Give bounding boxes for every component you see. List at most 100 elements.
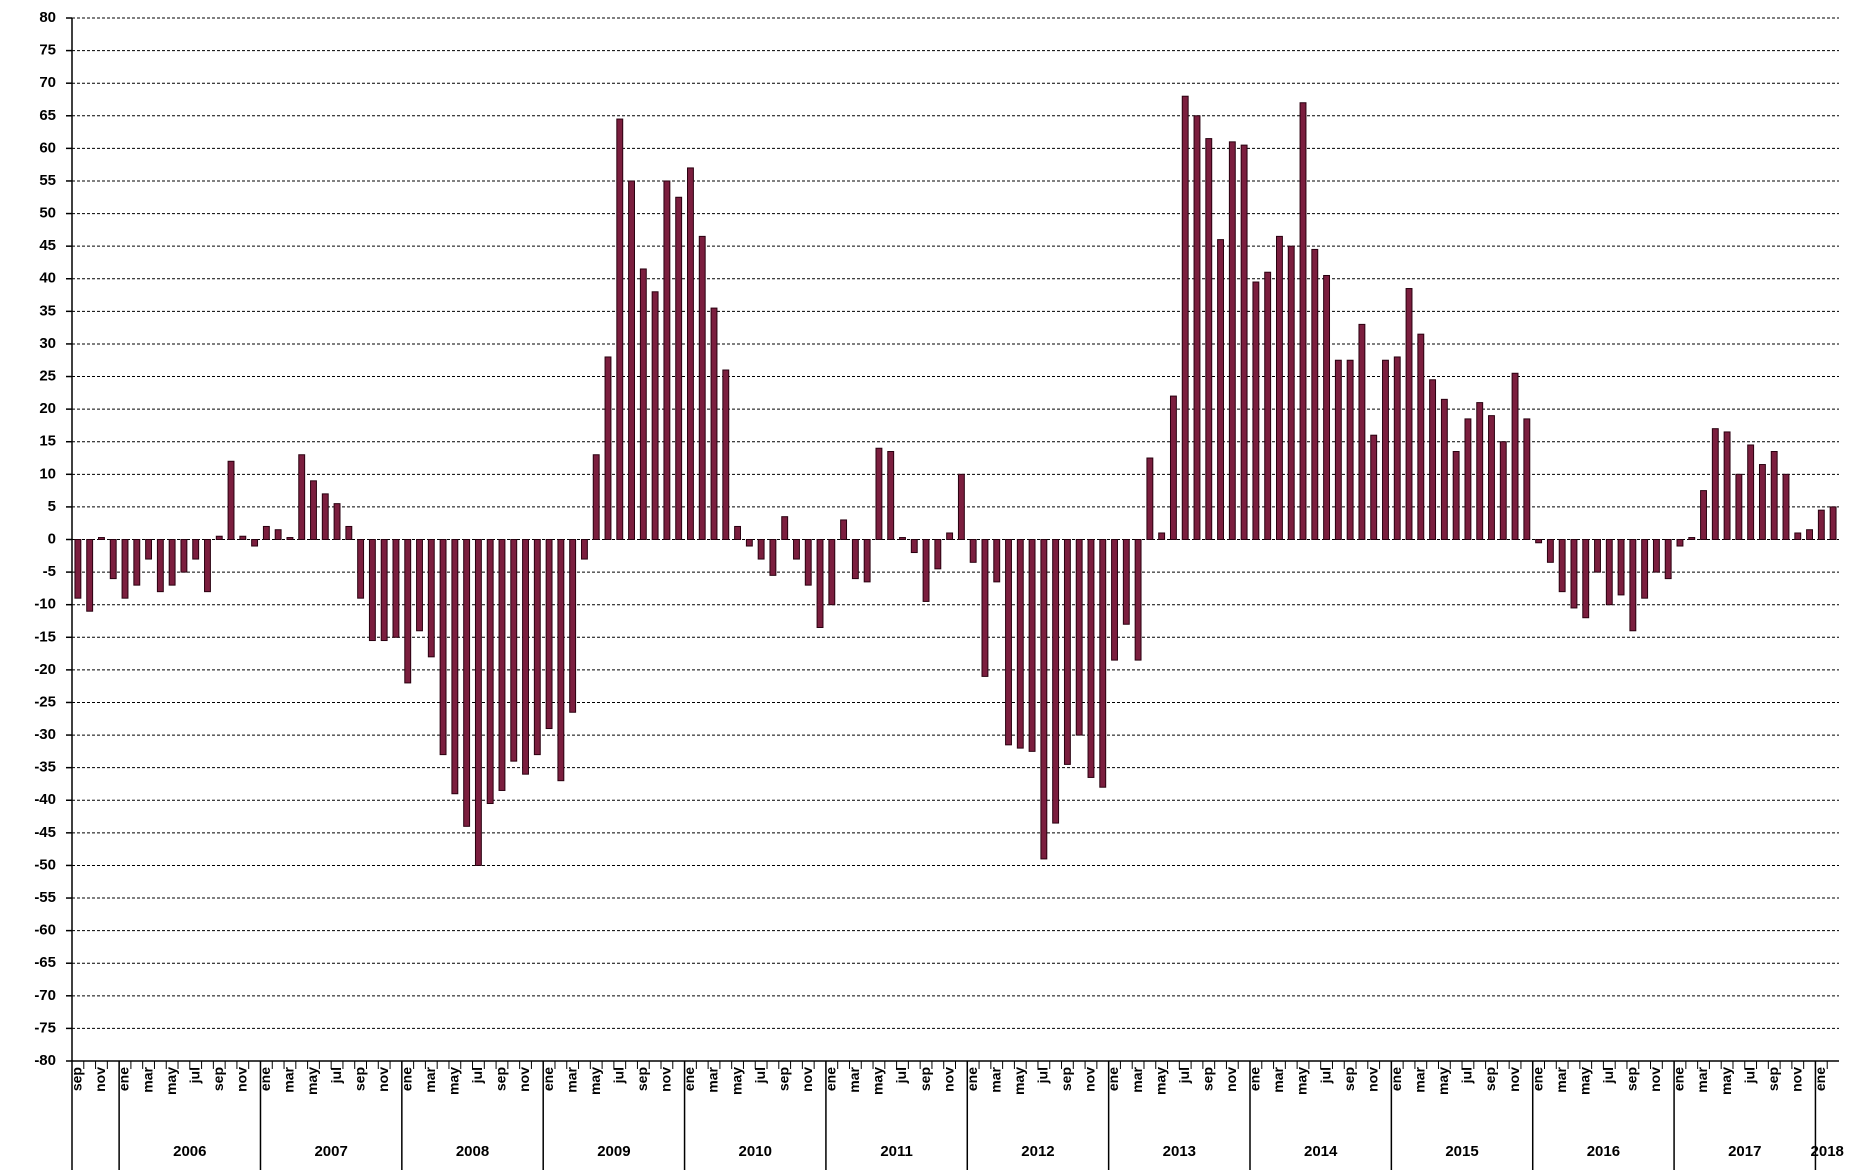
bar (463, 539, 471, 827)
bar (1323, 274, 1331, 540)
bar (1806, 529, 1813, 540)
bar (1558, 539, 1566, 593)
y-tick-label: -20 (34, 661, 56, 678)
y-tick-label: 50 (39, 205, 56, 222)
bar (745, 539, 753, 547)
x-tick-label: may (446, 1067, 462, 1095)
x-tick-label: mar (563, 1066, 579, 1092)
x-tick-label: jul (1459, 1067, 1475, 1084)
year-label: 2013 (1163, 1143, 1196, 1160)
bar (934, 539, 942, 570)
bar (427, 539, 435, 658)
bar (1122, 539, 1130, 625)
x-tick-label: may (587, 1067, 603, 1095)
x-tick-label: ene (823, 1067, 839, 1091)
bar (710, 307, 718, 540)
y-tick-label: 30 (39, 335, 56, 352)
bar (993, 539, 1001, 583)
bar (1228, 141, 1236, 540)
bar (215, 535, 223, 540)
x-tick-label: jul (328, 1067, 344, 1084)
bar (1641, 539, 1649, 599)
x-tick-label: sep (634, 1067, 650, 1091)
bar (1535, 539, 1543, 544)
bar (557, 539, 565, 782)
bar (239, 535, 247, 540)
y-tick-label: -35 (34, 759, 56, 776)
bar (1169, 395, 1177, 540)
bar (1287, 245, 1295, 540)
bar (1794, 532, 1802, 541)
bar (1700, 490, 1707, 540)
x-tick-label: jul (1176, 1067, 1192, 1084)
bar (204, 539, 211, 593)
x-tick-label: mar (987, 1066, 1003, 1092)
bar (310, 480, 317, 540)
bar (1546, 539, 1554, 563)
bar (957, 473, 965, 540)
y-tick-label: -50 (34, 856, 56, 873)
x-tick-label: may (870, 1067, 886, 1095)
bar (1770, 450, 1778, 541)
x-tick-label: ene (964, 1067, 980, 1091)
bar (1570, 539, 1578, 609)
bar (922, 539, 930, 602)
bar (1417, 333, 1425, 540)
x-tick-label: may (1718, 1067, 1734, 1095)
bar (1711, 428, 1719, 540)
x-tick-label: ene (1812, 1067, 1828, 1091)
bar (498, 539, 506, 791)
x-tick-label: ene (681, 1067, 697, 1091)
x-tick-label: ene (1388, 1067, 1404, 1091)
x-tick-label: jul (610, 1067, 626, 1084)
y-tick-label: 75 (39, 42, 56, 59)
x-tick-label: nov (1082, 1067, 1098, 1092)
x-tick-label: may (1152, 1067, 1168, 1095)
bar (1016, 539, 1024, 749)
x-tick-label: mar (846, 1066, 862, 1092)
y-tick-label: 80 (39, 9, 56, 26)
bar (687, 167, 694, 540)
bar (357, 539, 365, 599)
x-tick-label: ene (1529, 1067, 1545, 1091)
x-tick-label: jul (1317, 1067, 1333, 1084)
bar (145, 539, 153, 560)
bar (1264, 271, 1272, 540)
year-label: 2011 (880, 1143, 913, 1160)
bar (251, 539, 259, 547)
y-tick-label: 25 (39, 368, 56, 385)
bar (1276, 235, 1283, 541)
bar (1181, 95, 1189, 540)
bar (1499, 441, 1507, 540)
bar (486, 539, 494, 805)
x-tick-label: sep (69, 1067, 85, 1091)
bar (1252, 281, 1260, 540)
bar (651, 291, 659, 540)
year-label: 2018 (1811, 1143, 1844, 1160)
bar (1040, 539, 1048, 860)
bar (1005, 539, 1012, 746)
bar (392, 539, 400, 638)
year-label: 2010 (739, 1143, 772, 1160)
year-label: 2016 (1587, 1143, 1620, 1160)
bar (1605, 539, 1613, 606)
year-label: 2015 (1445, 1143, 1478, 1160)
x-tick-label: ene (1247, 1067, 1263, 1091)
y-tick-label: 0 (48, 530, 56, 547)
bar (592, 454, 600, 541)
bar (156, 539, 164, 593)
bar (1594, 539, 1601, 573)
year-label: 2017 (1728, 1143, 1761, 1160)
bar (1511, 372, 1519, 540)
bar (451, 539, 459, 795)
bar (1063, 539, 1071, 765)
bar (168, 539, 176, 586)
bar (816, 539, 824, 629)
bar (1817, 509, 1825, 540)
bar (109, 539, 117, 580)
bar (333, 503, 341, 541)
x-tick-label: ene (1105, 1067, 1121, 1091)
year-label: 2006 (173, 1143, 206, 1160)
bar (74, 539, 82, 599)
bar (1440, 398, 1448, 540)
